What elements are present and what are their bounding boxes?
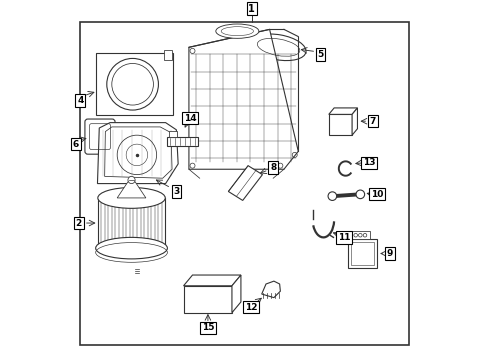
Text: 11: 11 (337, 233, 350, 242)
Polygon shape (231, 275, 241, 313)
Bar (183, 286, 231, 313)
Text: 7: 7 (369, 117, 375, 126)
Polygon shape (228, 166, 262, 201)
Circle shape (327, 192, 336, 201)
Text: 1: 1 (248, 4, 255, 14)
Ellipse shape (215, 24, 258, 39)
Text: 13: 13 (362, 158, 375, 167)
Bar (163, 50, 171, 60)
Bar (167, 137, 198, 146)
Text: 9: 9 (386, 249, 392, 258)
Text: 6: 6 (73, 140, 79, 149)
Polygon shape (328, 108, 357, 114)
Text: 3: 3 (173, 187, 179, 196)
Bar (348, 239, 376, 268)
Bar (169, 131, 177, 137)
Bar (96, 53, 172, 116)
FancyBboxPatch shape (85, 119, 115, 154)
Bar (351, 231, 369, 239)
Ellipse shape (96, 237, 167, 259)
Text: 15: 15 (201, 323, 214, 332)
Polygon shape (97, 123, 178, 184)
Text: 8: 8 (269, 163, 276, 172)
Text: 2: 2 (76, 219, 82, 228)
Text: 4: 4 (77, 96, 83, 105)
Text: 5: 5 (317, 50, 323, 59)
Polygon shape (261, 281, 280, 298)
Polygon shape (117, 182, 145, 198)
Bar (351, 242, 373, 265)
Text: 14: 14 (183, 114, 196, 123)
Circle shape (128, 176, 135, 184)
Text: 12: 12 (244, 303, 257, 312)
Polygon shape (351, 108, 357, 135)
Circle shape (106, 58, 158, 110)
Text: 10: 10 (370, 190, 383, 199)
Ellipse shape (98, 188, 165, 208)
Polygon shape (188, 30, 298, 169)
Circle shape (355, 190, 364, 199)
Polygon shape (183, 275, 241, 286)
Ellipse shape (251, 34, 305, 60)
Bar (328, 114, 351, 135)
